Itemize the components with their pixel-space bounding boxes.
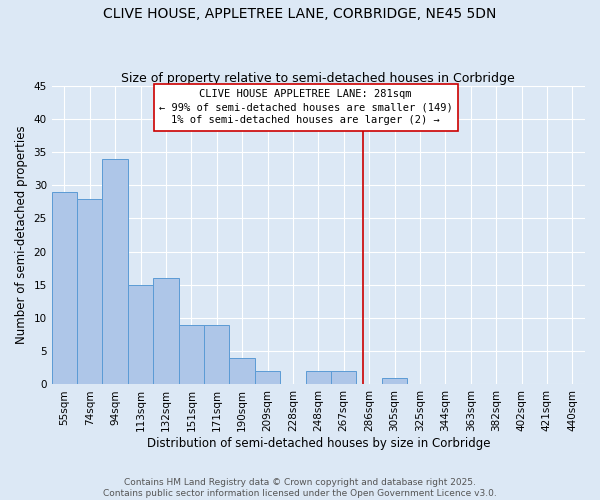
- Bar: [77, 198, 103, 384]
- Bar: [331, 371, 356, 384]
- X-axis label: Distribution of semi-detached houses by size in Corbridge: Distribution of semi-detached houses by …: [146, 437, 490, 450]
- Bar: [128, 285, 153, 384]
- Y-axis label: Number of semi-detached properties: Number of semi-detached properties: [15, 126, 28, 344]
- Bar: [305, 371, 331, 384]
- Bar: [229, 358, 255, 384]
- Bar: [204, 324, 229, 384]
- Text: CLIVE HOUSE, APPLETREE LANE, CORBRIDGE, NE45 5DN: CLIVE HOUSE, APPLETREE LANE, CORBRIDGE, …: [103, 8, 497, 22]
- Bar: [179, 324, 204, 384]
- Title: Size of property relative to semi-detached houses in Corbridge: Size of property relative to semi-detach…: [121, 72, 515, 85]
- Bar: [52, 192, 77, 384]
- Bar: [255, 371, 280, 384]
- Bar: [382, 378, 407, 384]
- Bar: [103, 158, 128, 384]
- Bar: [153, 278, 179, 384]
- Text: Contains HM Land Registry data © Crown copyright and database right 2025.
Contai: Contains HM Land Registry data © Crown c…: [103, 478, 497, 498]
- Text: CLIVE HOUSE APPLETREE LANE: 281sqm
← 99% of semi-detached houses are smaller (14: CLIVE HOUSE APPLETREE LANE: 281sqm ← 99%…: [159, 89, 452, 126]
